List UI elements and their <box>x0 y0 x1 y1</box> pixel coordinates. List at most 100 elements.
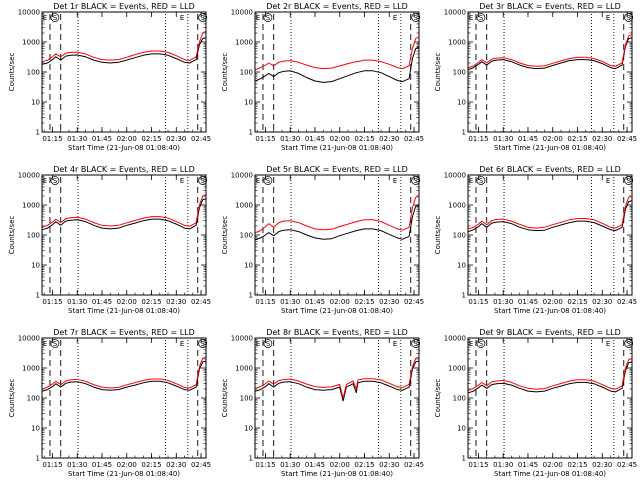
x-tick-label: 02:00 <box>543 298 563 306</box>
series-events-line <box>255 360 420 402</box>
series-lld-line <box>468 195 633 230</box>
x-tick-label: 02:00 <box>117 461 137 469</box>
event-mark-circle <box>263 176 273 185</box>
event-mark: E <box>256 177 260 185</box>
panel-title: Det 2r BLACK = Events, RED = LLD <box>266 2 408 11</box>
x-tick-label: 01:30 <box>67 135 87 143</box>
panel-title: Det 7r BLACK = Events, RED = LLD <box>53 328 195 337</box>
event-mark: S <box>626 340 631 348</box>
x-tick-label: 02:30 <box>592 135 612 143</box>
panel-det-1: Det 1r BLACK = Events, RED = LLD 1 10 100 10… <box>8 2 211 152</box>
y-tick-label: 1000 <box>235 365 253 373</box>
series-lld-line <box>255 356 420 399</box>
series-events-line <box>255 204 420 241</box>
event-mark-circle <box>476 176 486 185</box>
series-events-line <box>42 198 207 231</box>
event-mark: E <box>393 14 397 22</box>
event-mark: S <box>413 340 418 348</box>
panel-title: Det 9r BLACK = Events, RED = LLD <box>479 328 621 337</box>
x-tick-label: 01:15 <box>255 135 275 143</box>
x-tick-label: 02:45 <box>191 461 211 469</box>
event-mark-circle <box>198 339 208 348</box>
event-mark: E <box>606 340 610 348</box>
event-mark: E <box>393 340 397 348</box>
x-tick-label: 01:45 <box>305 298 325 306</box>
panel-det-5: Det 5r BLACK = Events, RED = LLD 1 10 100 10… <box>221 165 424 315</box>
x-tick-label: 02:00 <box>330 135 350 143</box>
y-tick-label: 10000 <box>444 9 466 17</box>
event-mark: E <box>606 14 610 22</box>
event-mark: S <box>53 177 58 185</box>
panel-det-4: Det 4r BLACK = Events, RED = LLD 1 10 100 10… <box>8 165 211 315</box>
series-lld-line <box>255 36 420 71</box>
x-tick-label: 02:45 <box>191 298 211 306</box>
y-tick-label: 100 <box>27 69 40 77</box>
event-mark: S <box>479 177 484 185</box>
series-lld-line <box>42 356 207 390</box>
y-tick-label: 1000 <box>235 39 253 47</box>
x-axis-label: Start Time (21-Jun-08 01:08:40) <box>494 470 606 478</box>
x-tick-label: 02:45 <box>404 135 424 143</box>
series-events-line <box>42 360 207 392</box>
y-tick-label: 10 <box>244 425 253 433</box>
x-tick-label: 01:15 <box>468 298 488 306</box>
panel-det-6: Det 6r BLACK = Events, RED = LLD 1 10 100 10… <box>434 165 637 315</box>
y-tick-label: 100 <box>240 232 253 240</box>
y-tick-label: 100 <box>27 395 40 403</box>
x-tick-label: 02:30 <box>166 135 186 143</box>
event-mark-circle <box>263 339 273 348</box>
event-mark-circle <box>411 176 421 185</box>
x-tick-label: 01:15 <box>42 461 62 469</box>
x-tick-label: 02:15 <box>354 135 374 143</box>
event-mark: S <box>53 14 58 22</box>
y-tick-label: 1 <box>249 455 253 463</box>
y-tick-label: 10 <box>457 99 466 107</box>
x-tick-label: 02:15 <box>141 135 161 143</box>
panel-det-2: Det 2r BLACK = Events, RED = LLD 1 10 100 10… <box>221 2 424 152</box>
y-tick-label: 1 <box>462 129 466 137</box>
series-events-line <box>468 37 633 71</box>
x-tick-label: 02:00 <box>117 298 137 306</box>
panel-title: Det 5r BLACK = Events, RED = LLD <box>266 165 408 174</box>
x-tick-label: 01:15 <box>42 298 62 306</box>
event-mark: E <box>43 177 47 185</box>
series-lld-line <box>468 357 633 391</box>
x-tick-label: 01:30 <box>493 135 513 143</box>
x-tick-label: 02:15 <box>141 298 161 306</box>
y-axis-label: Counts/sec <box>221 216 229 255</box>
x-tick-label: 01:45 <box>518 298 538 306</box>
y-tick-label: 100 <box>453 395 466 403</box>
event-mark: E <box>393 177 397 185</box>
event-mark: S <box>53 340 58 348</box>
event-mark-circle <box>263 13 273 22</box>
y-tick-label: 100 <box>240 69 253 77</box>
y-tick-label: 10000 <box>18 335 40 343</box>
y-axis-label: Counts/sec <box>434 216 442 255</box>
y-tick-label: 1 <box>36 292 40 300</box>
y-tick-label: 1000 <box>22 39 40 47</box>
x-tick-label: 02:00 <box>543 461 563 469</box>
x-tick-label: 02:15 <box>354 461 374 469</box>
event-mark-circle <box>624 176 634 185</box>
x-tick-label: 01:15 <box>255 298 275 306</box>
x-axis-label: Start Time (21-Jun-08 01:08:40) <box>281 307 393 315</box>
y-tick-label: 10 <box>244 99 253 107</box>
event-mark: E <box>43 340 47 348</box>
y-tick-label: 10000 <box>444 335 466 343</box>
x-tick-label: 01:30 <box>493 461 513 469</box>
plot-frame <box>41 174 207 296</box>
x-tick-label: 02:45 <box>617 461 637 469</box>
y-tick-label: 1000 <box>22 365 40 373</box>
x-tick-label: 01:45 <box>92 461 112 469</box>
x-tick-label: 02:00 <box>117 135 137 143</box>
event-mark: S <box>266 177 271 185</box>
x-tick-label: 02:30 <box>592 461 612 469</box>
plot-frame <box>467 337 633 459</box>
y-axis-label: Counts/sec <box>221 379 229 418</box>
series-events-line <box>468 200 633 233</box>
x-tick-label: 01:45 <box>305 461 325 469</box>
x-tick-label: 01:30 <box>280 298 300 306</box>
event-mark: S <box>200 14 205 22</box>
y-tick-label: 10 <box>457 262 466 270</box>
